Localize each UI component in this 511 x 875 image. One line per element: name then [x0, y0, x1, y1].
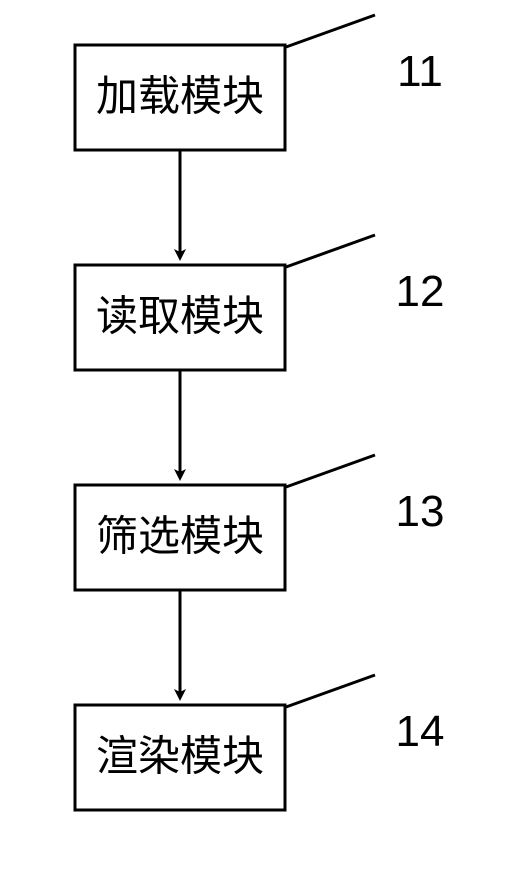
flow-node: 读取模块 [75, 265, 285, 370]
node-annotation: 11 [397, 47, 443, 96]
flow-node: 加载模块 [75, 45, 285, 150]
leader-line [286, 235, 375, 267]
node-label: 渲染模块 [96, 735, 264, 781]
node-label: 筛选模块 [96, 515, 264, 561]
leader-lines-layer [286, 15, 375, 707]
node-label: 加载模块 [96, 75, 264, 121]
node-annotation: 14 [396, 707, 445, 756]
node-annotation: 12 [396, 267, 445, 316]
flow-node: 筛选模块 [75, 485, 285, 590]
flowchart: 加载模块读取模块筛选模块渲染模块 11 12 13 14 [0, 0, 511, 875]
annotations-layer: 11 12 13 14 [396, 47, 445, 756]
leader-line [286, 675, 375, 707]
leader-line [286, 455, 375, 487]
leader-line [286, 15, 375, 47]
node-annotation: 13 [396, 487, 445, 536]
node-label: 读取模块 [96, 295, 264, 341]
flow-node: 渲染模块 [75, 705, 285, 810]
